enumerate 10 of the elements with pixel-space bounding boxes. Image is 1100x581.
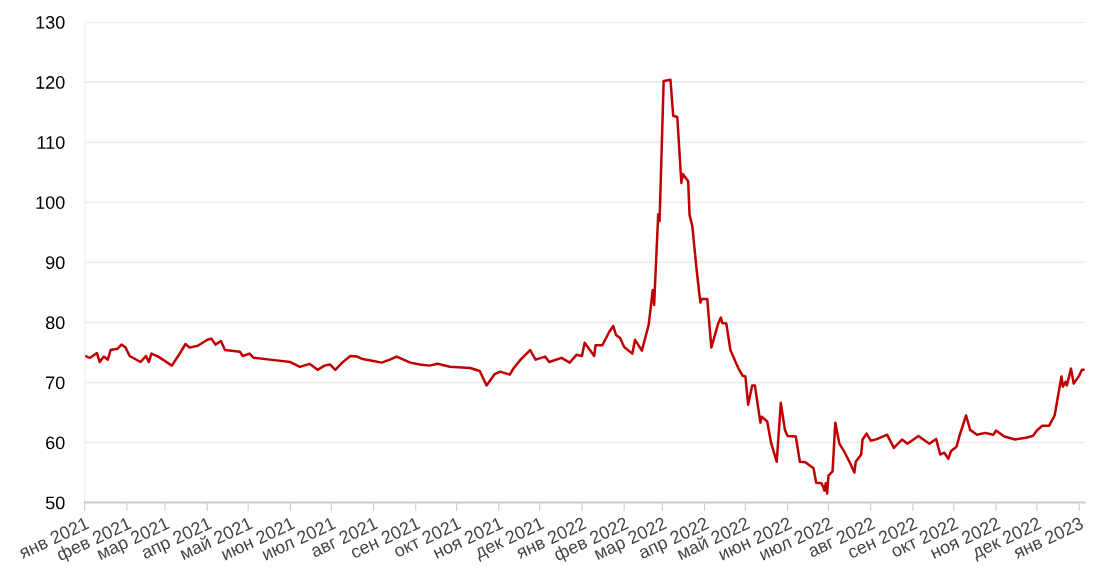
- y-tick-label: 130: [36, 16, 65, 29]
- y-tick-label: 80: [45, 316, 65, 330]
- y-tick-label: 120: [36, 76, 65, 89]
- y-tick-label: 50: [45, 496, 65, 510]
- line-series: [84, 78, 1085, 495]
- y-tick-label: 70: [46, 376, 65, 390]
- y-tick-label: 60: [46, 436, 65, 450]
- y-tick-label: 100: [36, 196, 65, 209]
- y-tick-label: 110: [37, 136, 65, 149]
- y-tick-label: 90: [46, 256, 65, 270]
